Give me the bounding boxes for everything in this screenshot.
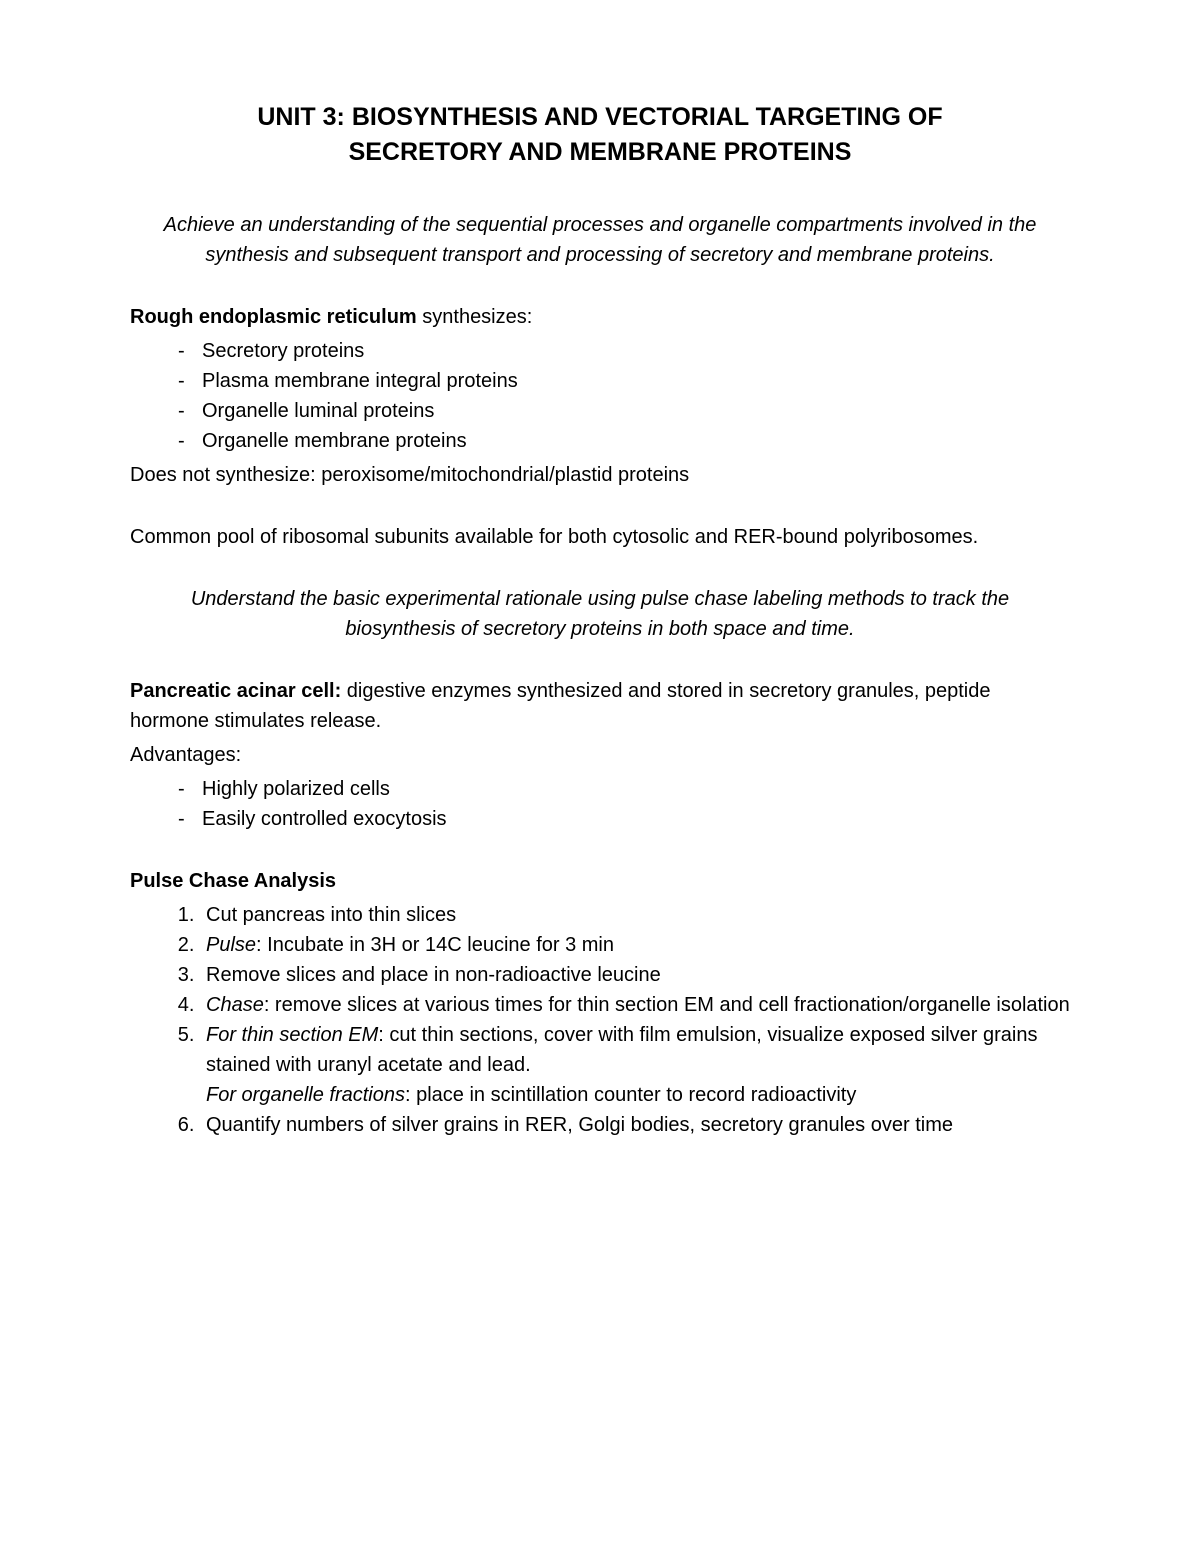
- rer-after: synthesizes:: [417, 306, 533, 328]
- list-item: Remove slices and place in non-radioacti…: [200, 960, 1070, 990]
- list-item: Quantify numbers of silver grains in RER…: [200, 1110, 1070, 1140]
- list-item: Highly polarized cells: [178, 774, 1070, 804]
- step-italic: Pulse: [206, 934, 256, 956]
- pancreatic-intro: Pancreatic acinar cell: digestive enzyme…: [130, 676, 1070, 736]
- list-item: Secretory proteins: [178, 336, 1070, 366]
- list-item: Chase: remove slices at various times fo…: [200, 990, 1070, 1020]
- list-item: Pulse: Incubate in 3H or 14C leucine for…: [200, 930, 1070, 960]
- step-rest: : remove slices at various times for thi…: [264, 994, 1070, 1016]
- title-line-1: UNIT 3: BIOSYNTHESIS AND VECTORIAL TARGE…: [257, 103, 942, 131]
- list-item: Organelle membrane proteins: [178, 426, 1070, 456]
- pulse-chase-heading: Pulse Chase Analysis: [130, 866, 1070, 896]
- rer-bold: Rough endoplasmic reticulum: [130, 306, 417, 328]
- common-pool: Common pool of ribosomal subunits availa…: [130, 522, 1070, 552]
- list-item: Easily controlled exocytosis: [178, 804, 1070, 834]
- step-rest: : place in scintillation counter to reco…: [405, 1084, 856, 1106]
- list-item: Plasma membrane integral proteins: [178, 366, 1070, 396]
- advantages-label: Advantages:: [130, 740, 1070, 770]
- list-item: For thin section EM: cut thin sections, …: [200, 1020, 1070, 1110]
- objective-1: Achieve an understanding of the sequenti…: [130, 210, 1070, 270]
- step-italic: For organelle fractions: [206, 1084, 405, 1106]
- rer-intro: Rough endoplasmic reticulum synthesizes:: [130, 302, 1070, 332]
- step-rest: : Incubate in 3H or 14C leucine for 3 mi…: [256, 934, 614, 956]
- objective-2: Understand the basic experimental ration…: [130, 584, 1070, 644]
- does-not-synthesize: Does not synthesize: peroxisome/mitochon…: [130, 460, 1070, 490]
- step-italic: Chase: [206, 994, 264, 1016]
- list-item: Cut pancreas into thin slices: [200, 900, 1070, 930]
- step-italic: For thin section EM: [206, 1024, 378, 1046]
- title-line-2: SECRETORY AND MEMBRANE PROTEINS: [349, 138, 852, 166]
- pancreatic-bold: Pancreatic acinar cell:: [130, 680, 341, 702]
- page-title: UNIT 3: BIOSYNTHESIS AND VECTORIAL TARGE…: [130, 100, 1070, 170]
- advantages-list: Highly polarized cells Easily controlled…: [130, 774, 1070, 834]
- list-item: Organelle luminal proteins: [178, 396, 1070, 426]
- pulse-chase-steps: Cut pancreas into thin slices Pulse: Inc…: [130, 900, 1070, 1140]
- rer-list: Secretory proteins Plasma membrane integ…: [130, 336, 1070, 456]
